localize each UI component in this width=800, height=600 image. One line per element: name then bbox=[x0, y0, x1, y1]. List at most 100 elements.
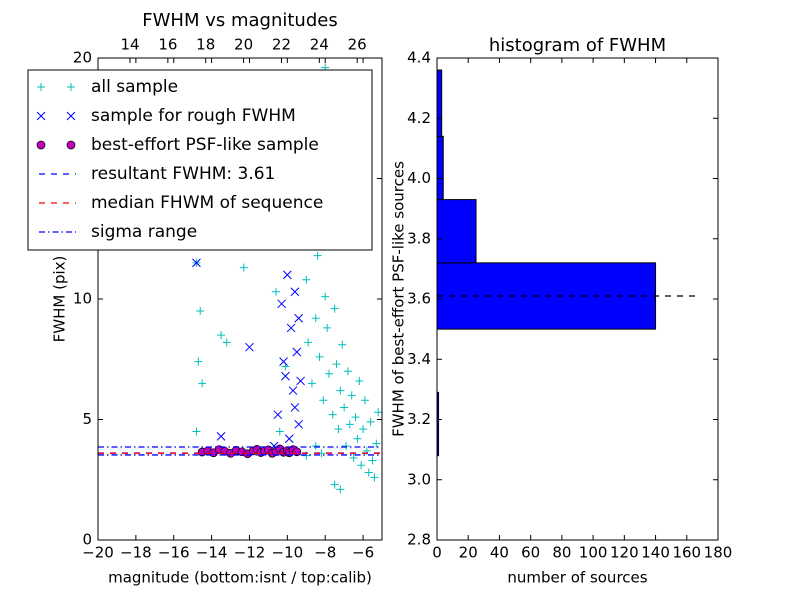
y-axis-label: FWHM (pix) bbox=[51, 256, 69, 343]
legend-label: all sample bbox=[91, 77, 178, 97]
plus-marker bbox=[353, 434, 362, 443]
x-tick-label: −10 bbox=[272, 544, 304, 562]
plus-marker bbox=[364, 468, 373, 477]
y-tick-label: 3.0 bbox=[407, 470, 431, 488]
x2-tick-label: 16 bbox=[158, 36, 177, 54]
y-tick-label: 3.4 bbox=[407, 350, 431, 368]
plus-marker bbox=[271, 287, 280, 296]
cross-marker bbox=[277, 299, 287, 309]
circle-marker bbox=[36, 140, 46, 150]
circle-marker bbox=[66, 140, 76, 150]
cross-marker bbox=[273, 410, 283, 420]
x-tick-label: −8 bbox=[314, 544, 336, 562]
plus-marker bbox=[338, 340, 347, 349]
plus-marker bbox=[313, 251, 322, 260]
plus-marker bbox=[355, 376, 364, 385]
legend-label: resultant FWHM: 3.61 bbox=[91, 164, 275, 184]
plus-marker bbox=[217, 331, 226, 340]
plus-marker bbox=[359, 425, 368, 434]
cross-marker bbox=[294, 419, 304, 429]
legend-box bbox=[27, 69, 373, 251]
y-tick-label: 10 bbox=[73, 290, 92, 308]
plus-marker bbox=[345, 420, 354, 429]
x-tick-label: 160 bbox=[672, 544, 701, 562]
plus-marker bbox=[323, 323, 332, 332]
y-tick-label: 2.8 bbox=[407, 531, 431, 549]
y-tick-label: 4.4 bbox=[407, 49, 431, 67]
plus-marker bbox=[332, 360, 341, 369]
plus-marker bbox=[334, 425, 343, 434]
cross-marker bbox=[216, 432, 226, 441]
plus-marker bbox=[67, 83, 75, 91]
plus-marker bbox=[343, 367, 352, 376]
cross-marker bbox=[66, 111, 76, 121]
plus-marker bbox=[302, 275, 311, 284]
x-tick-label: −6 bbox=[352, 544, 374, 562]
x-tick-label: −12 bbox=[234, 544, 266, 562]
plus-marker bbox=[374, 408, 382, 417]
plus-marker bbox=[336, 386, 345, 395]
plus-marker bbox=[368, 456, 377, 465]
y-tick-label: 3.2 bbox=[407, 410, 431, 428]
plus-marker bbox=[198, 379, 207, 388]
plus-marker bbox=[319, 396, 328, 405]
x-tick-label: 0 bbox=[432, 544, 442, 562]
legend-label: sigma range bbox=[91, 222, 197, 242]
cross-marker bbox=[282, 270, 292, 280]
x-tick-label: 140 bbox=[641, 544, 670, 562]
plus-marker bbox=[370, 473, 379, 482]
plus-marker bbox=[194, 357, 203, 366]
legend-label: sample for rough FWHM bbox=[91, 106, 296, 126]
plus-marker bbox=[321, 292, 330, 301]
plus-marker bbox=[328, 410, 337, 419]
x-tick-label: 100 bbox=[579, 544, 608, 562]
legend-label: median FHWM of sequence bbox=[91, 193, 323, 213]
histogram-bar bbox=[436, 69, 443, 137]
cross-marker bbox=[294, 313, 304, 323]
plus-marker bbox=[351, 413, 360, 422]
plus-marker bbox=[340, 403, 349, 412]
plus-marker bbox=[304, 338, 313, 347]
plus-marker bbox=[324, 369, 333, 378]
x-tick-label: −14 bbox=[196, 544, 228, 562]
x-tick-label: 60 bbox=[521, 544, 540, 562]
cross-marker bbox=[279, 357, 288, 367]
cross-marker bbox=[292, 347, 302, 357]
legend-label: best-effort PSF-like sample bbox=[91, 135, 319, 155]
x-tick-label: 180 bbox=[704, 544, 733, 562]
x2-tick-label: 18 bbox=[196, 36, 215, 54]
plus-marker bbox=[37, 83, 45, 91]
plus-marker bbox=[372, 439, 381, 448]
y-axis-label: FWHM of best-effort PSF-like sources bbox=[390, 161, 408, 437]
x-tick-label: 40 bbox=[490, 544, 509, 562]
cross-marker bbox=[290, 287, 300, 297]
cross-marker bbox=[290, 403, 300, 412]
cross-marker bbox=[284, 434, 294, 444]
x-tick-label: 120 bbox=[610, 544, 639, 562]
x-tick-label: 20 bbox=[459, 544, 478, 562]
cross-marker bbox=[288, 386, 298, 395]
x2-tick-label: 20 bbox=[234, 36, 253, 54]
plus-marker bbox=[357, 461, 366, 470]
cross-marker bbox=[36, 111, 46, 121]
plus-marker bbox=[315, 352, 324, 361]
chart-title: FWHM vs magnitudes bbox=[142, 10, 337, 31]
y-tick-label: 3.8 bbox=[407, 229, 431, 247]
cross-marker bbox=[286, 323, 296, 333]
plus-marker bbox=[239, 263, 248, 272]
plus-marker bbox=[311, 442, 320, 451]
x-tick-label: 80 bbox=[552, 544, 571, 562]
plus-marker bbox=[349, 454, 358, 463]
plus-marker bbox=[192, 427, 201, 436]
y-tick-label: 4.2 bbox=[407, 109, 431, 127]
y-tick-label: 5 bbox=[82, 410, 92, 428]
y-tick-label: 0 bbox=[82, 531, 92, 549]
histogram-bar bbox=[436, 135, 444, 201]
chart-title: histogram of FWHM bbox=[489, 35, 666, 56]
x-tick-label: −18 bbox=[120, 544, 152, 562]
plus-marker bbox=[311, 314, 320, 323]
y-tick-label: 3.6 bbox=[407, 290, 431, 308]
x2-tick-label: 24 bbox=[310, 36, 329, 54]
plus-marker bbox=[330, 480, 339, 489]
